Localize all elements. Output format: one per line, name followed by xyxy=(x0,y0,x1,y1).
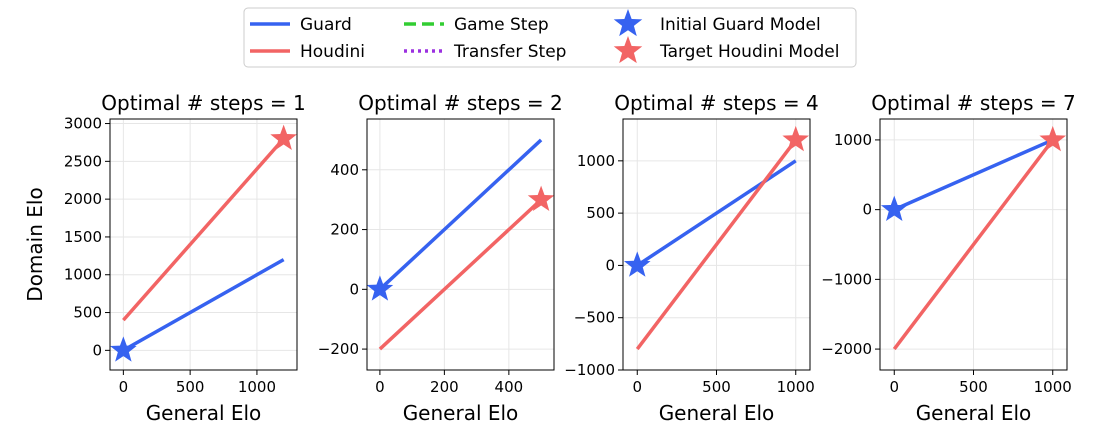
series-line-guard xyxy=(378,138,543,291)
marker-initial-guard-model xyxy=(110,336,137,362)
x-axis-label: General Elo xyxy=(403,401,519,425)
marker-initial-guard-model xyxy=(880,195,908,221)
marker-target-houdini-model xyxy=(782,125,810,152)
legend-frame xyxy=(243,7,857,68)
y-tick-label: −200 xyxy=(318,340,359,358)
legend-star-initial-guard-model xyxy=(613,9,643,37)
marker-target-houdini-model xyxy=(1039,125,1067,152)
legend-label-initial-guard-model: Initial Guard Model xyxy=(660,15,821,35)
y-tick-label: 0 xyxy=(605,256,615,274)
x-tick-label: 500 xyxy=(702,378,731,396)
series-line-guard xyxy=(122,258,285,352)
y-tick-label: −1000 xyxy=(821,270,872,288)
panel-title: Optimal # steps = 1 xyxy=(101,91,305,115)
x-tick-label: 0 xyxy=(632,378,642,396)
legend-star-target-houdini-model xyxy=(613,36,643,64)
y-tick-label: −1000 xyxy=(564,361,615,379)
legend-label-transfer-step: Transfer Step xyxy=(453,42,566,62)
x-tick-label: 1000 xyxy=(238,378,276,396)
y-tick-label: −2000 xyxy=(821,340,872,358)
legend: Guard Houdini Game Step Transfer Step Initia… xyxy=(243,7,857,68)
y-tick-label: 1000 xyxy=(577,152,615,170)
axes-frame xyxy=(109,118,298,371)
y-tick-label: 1500 xyxy=(64,228,102,246)
y-tick-label: 0 xyxy=(862,201,872,219)
series-line-houdini xyxy=(122,137,285,322)
panel-title: Optimal # steps = 2 xyxy=(358,91,562,115)
x-tick-label: 1000 xyxy=(777,378,815,396)
legend-label-game-step: Game Step xyxy=(454,15,549,35)
x-tick-label: 200 xyxy=(430,378,459,396)
x-tick-label: 500 xyxy=(176,378,205,396)
marker-target-houdini-model xyxy=(527,185,555,211)
panel-title: Optimal # steps = 7 xyxy=(871,91,1075,115)
panel-title: Optimal # steps = 4 xyxy=(614,91,818,115)
x-tick-label: 400 xyxy=(495,378,524,396)
legend-label-target-houdini-model: Target Houdini Model xyxy=(659,42,839,62)
x-axis-label: General Elo xyxy=(659,401,775,425)
y-tick-label: 2000 xyxy=(64,190,102,208)
legend-label-guard: Guard xyxy=(300,15,352,35)
x-tick-label: 0 xyxy=(119,378,129,396)
axes-frame xyxy=(366,118,555,371)
y-tick-label: 3000 xyxy=(64,115,102,133)
y-tick-label: 500 xyxy=(73,304,102,322)
y-tick-label: 200 xyxy=(330,221,359,239)
marker-initial-guard-model xyxy=(366,275,394,301)
x-tick-label: 0 xyxy=(375,378,385,396)
series-line-houdini xyxy=(378,198,543,351)
series-line-houdini xyxy=(635,138,798,351)
x-tick-label: 1000 xyxy=(1034,378,1072,396)
legend-label-houdini: Houdini xyxy=(300,42,365,62)
x-axis-label: General Elo xyxy=(916,401,1032,425)
marker-target-houdini-model xyxy=(270,124,297,150)
y-tick-label: 500 xyxy=(586,204,615,222)
series-line-guard xyxy=(636,159,797,267)
y-tick-label: 400 xyxy=(330,161,359,179)
x-tick-label: 500 xyxy=(959,378,988,396)
y-tick-label: 2500 xyxy=(64,152,102,170)
chart-panels: 0 500 1000050010001500200025003000Optimal … xyxy=(23,91,1076,425)
y-tick-label: 0 xyxy=(349,280,359,298)
y-axis-label: Domain Elo xyxy=(23,187,47,301)
y-tick-label: 1000 xyxy=(834,131,872,149)
y-tick-label: −500 xyxy=(574,309,615,327)
y-tick-label: 0 xyxy=(92,341,102,359)
panel-4: 0 500 1000 −2000 −1000 0 1000 Optimal # steps =… xyxy=(821,91,1075,425)
x-axis-label: General Elo xyxy=(146,401,262,425)
series-line-guard xyxy=(893,138,1054,212)
y-tick-label: 1000 xyxy=(64,266,102,284)
marker-initial-guard-model xyxy=(623,251,651,277)
panel-1: 0 500 1000 0 500 1000 1500 2000 2500 3000Optimal … xyxy=(23,91,306,425)
x-tick-label: 0 xyxy=(889,378,899,396)
panel-3: 0 500 1000 −1000 −500 0 500 1000 Optimal # steps… xyxy=(564,91,818,425)
panel-2: 0 200 400 −200 0 200 400 Optimal # steps = 2 Gen… xyxy=(318,91,563,425)
series-line-houdini xyxy=(892,138,1055,351)
